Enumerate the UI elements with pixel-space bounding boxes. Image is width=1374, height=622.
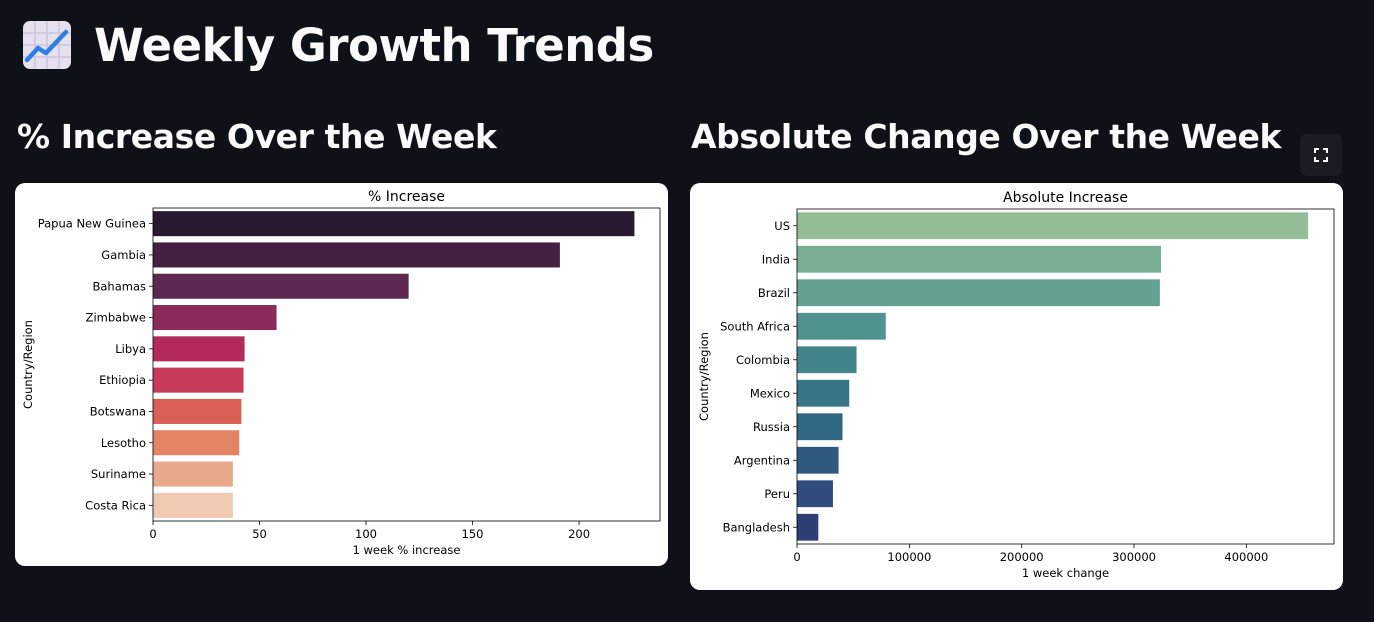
pct-category-label-2: Bahamas <box>92 279 146 293</box>
pct-category-label-9: Costa Rica <box>85 498 146 512</box>
abs-category-label-3: South Africa <box>720 319 790 333</box>
chart-increasing-icon <box>23 21 71 69</box>
abs-bar-0 <box>797 212 1309 240</box>
abs-bar-2 <box>797 279 1160 307</box>
percent-section-title: % Increase Over the Week <box>17 117 497 156</box>
pct-bar-8 <box>153 461 233 487</box>
pct-x-axis-label: 1 week % increase <box>353 543 461 557</box>
pct-tick-label-3: 150 <box>462 527 484 541</box>
abs-category-label-4: Colombia <box>736 353 790 367</box>
absolute-increase-chart: US India Brazil South Africa Colombia Mexico R… <box>697 190 1335 580</box>
pct-category-label-7: Lesotho <box>101 436 146 450</box>
pct-bar-3 <box>153 305 277 331</box>
abs-category-label-0: US <box>774 219 790 233</box>
abs-category-label-1: India <box>762 252 790 266</box>
pct-category-label-5: Ethiopia <box>99 373 146 387</box>
abs-bar-6 <box>797 413 843 441</box>
pct-category-label-0: Papua New Guinea <box>38 217 146 231</box>
abs-category-label-9: Bangladesh <box>723 520 790 534</box>
pct-bar-7 <box>153 430 240 456</box>
pct-bar-2 <box>153 273 409 299</box>
pct-bar-6 <box>153 398 242 424</box>
pct-tick-label-4: 200 <box>568 527 590 541</box>
abs-category-label-8: Peru <box>764 487 790 501</box>
pct-bar-4 <box>153 336 245 362</box>
page-header: Weekly Growth Trends <box>22 14 654 76</box>
abs-bar-7 <box>797 446 839 474</box>
abs-chart-title: Absolute Increase <box>1003 190 1128 206</box>
abs-bar-8 <box>797 480 833 508</box>
pct-bar-5 <box>153 367 244 393</box>
abs-bar-9 <box>797 513 819 541</box>
page-title: Weekly Growth Trends <box>94 18 654 72</box>
fullscreen-icon <box>1314 148 1328 162</box>
percent-increase-chart-card: Papua New Guinea Gambia Bahamas Zimbabwe Lib… <box>15 183 668 566</box>
pct-tick-label-2: 100 <box>355 527 377 541</box>
abs-tick-label-1: 100000 <box>887 550 931 564</box>
abs-y-axis-label: Country/Region <box>697 332 711 421</box>
abs-tick-label-0: 0 <box>793 550 800 564</box>
pct-y-axis-label: Country/Region <box>21 320 35 409</box>
abs-x-axis-label: 1 week change <box>1022 566 1109 580</box>
abs-category-label-5: Mexico <box>750 386 790 400</box>
pct-category-label-4: Libya <box>115 342 146 356</box>
abs-bar-5 <box>797 379 850 407</box>
abs-tick-label-4: 400000 <box>1224 550 1268 564</box>
pct-bar-0 <box>153 211 635 237</box>
pct-category-label-3: Zimbabwe <box>86 311 146 325</box>
abs-category-label-2: Brazil <box>758 286 790 300</box>
pct-category-label-8: Suriname <box>91 467 146 481</box>
fullscreen-button[interactable] <box>1300 134 1342 176</box>
pct-chart-title: % Increase <box>368 189 445 205</box>
abs-category-label-6: Russia <box>753 420 790 434</box>
abs-bar-3 <box>797 312 886 340</box>
abs-tick-label-2: 200000 <box>1000 550 1044 564</box>
abs-bar-4 <box>797 346 857 374</box>
percent-increase-chart: Papua New Guinea Gambia Bahamas Zimbabwe Lib… <box>21 189 661 557</box>
pct-bar-1 <box>153 242 560 268</box>
pct-category-label-1: Gambia <box>101 248 146 262</box>
abs-category-label-7: Argentina <box>734 453 790 467</box>
pct-tick-label-0: 0 <box>149 527 156 541</box>
pct-bar-9 <box>153 492 233 518</box>
abs-bar-1 <box>797 245 1161 273</box>
pct-tick-label-1: 50 <box>252 527 267 541</box>
absolute-section-title: Absolute Change Over the Week <box>691 117 1282 156</box>
abs-tick-label-3: 300000 <box>1112 550 1156 564</box>
absolute-increase-chart-card: US India Brazil South Africa Colombia Mexico R… <box>690 183 1343 590</box>
pct-category-label-6: Botswana <box>90 404 146 418</box>
